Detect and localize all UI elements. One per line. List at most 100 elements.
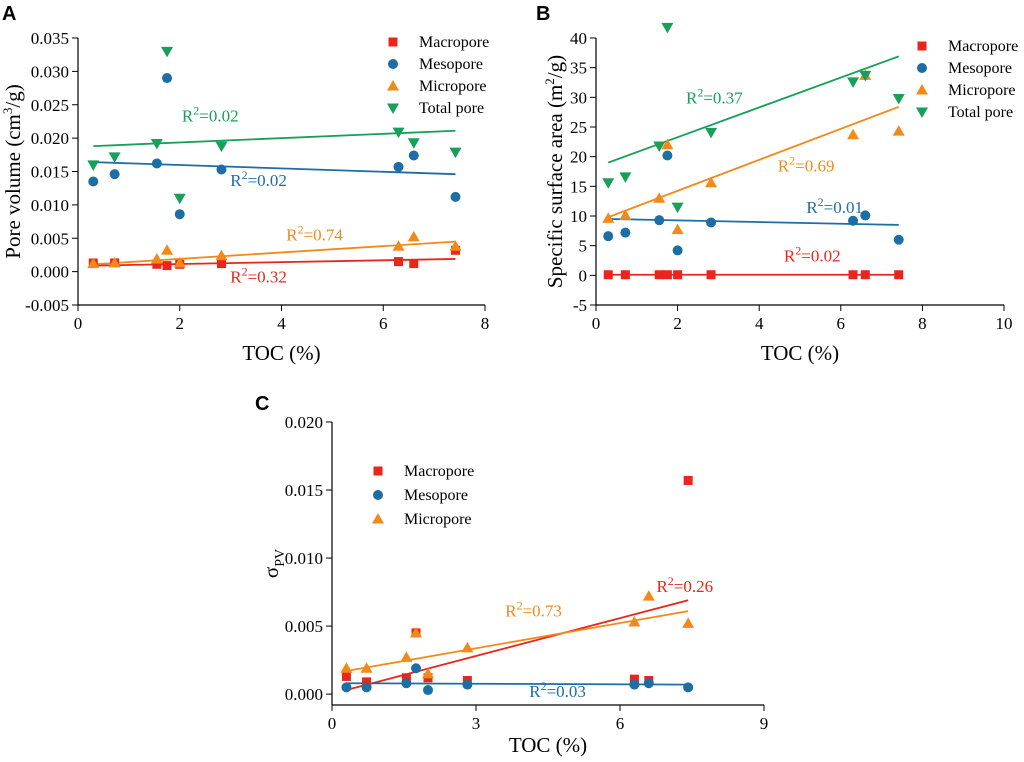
data-point — [216, 259, 226, 269]
r2-label-macropore: R2=0.32 — [230, 264, 287, 286]
data-point — [162, 261, 172, 271]
data-point — [215, 141, 228, 153]
x-tick-label: 9 — [760, 714, 769, 733]
data-point — [602, 178, 615, 189]
data-point — [173, 193, 186, 205]
data-point — [151, 158, 162, 169]
data-point — [409, 259, 419, 269]
r2-label-micropore: R2=0.73 — [505, 599, 562, 621]
data-point — [462, 679, 473, 690]
series-mesopore — [603, 150, 904, 256]
y-tick-label: 30 — [570, 88, 587, 107]
legend-label-macropore: Macropore — [948, 38, 1018, 55]
y-tick-label: 0.000 — [31, 263, 69, 282]
legend-marker-mesopore — [373, 490, 383, 500]
data-point — [893, 234, 904, 245]
y-tick-label: 25 — [570, 118, 587, 137]
data-point — [602, 212, 615, 223]
data-point — [108, 152, 121, 163]
fit-line-micropore — [346, 610, 689, 672]
data-point — [654, 270, 664, 280]
data-point — [620, 227, 631, 238]
series-macropore — [341, 476, 693, 687]
data-point — [341, 682, 352, 693]
x-tick-label: 3 — [472, 714, 481, 733]
data-point — [892, 94, 905, 105]
data-point — [108, 256, 121, 268]
x-axis-title: TOC (%) — [761, 341, 839, 365]
data-point — [706, 217, 717, 228]
y-tick-label: 0.035 — [31, 29, 69, 48]
legend-label-micropore: Micropore — [404, 511, 472, 528]
data-point — [152, 259, 162, 269]
data-point — [860, 210, 871, 221]
data-point — [450, 191, 461, 202]
series-total-pore — [87, 46, 462, 205]
data-point — [449, 240, 462, 251]
data-point — [150, 252, 163, 264]
x-tick-label: 6 — [379, 314, 388, 333]
data-point — [461, 641, 474, 653]
r2-label-macropore: R2=0.02 — [784, 244, 841, 266]
panel-letter-a: A — [2, 3, 16, 25]
y-tick-label: 0.025 — [31, 96, 69, 115]
y-tick-label: 0.020 — [31, 129, 69, 148]
legend-marker-mesopore — [917, 63, 927, 73]
y-axis-title: Specific surface area (m2/g) — [542, 55, 567, 288]
data-point — [449, 147, 462, 159]
chart-specific-surface-area: 0 2 4 6 8 10 -5 0 5 10 15 20 25 30 35 40 TOC (%) Specific… — [542, 22, 1018, 365]
data-point — [161, 46, 174, 58]
legend-marker-macropore — [388, 37, 398, 47]
legend: Macropore Mesopore Micropore — [372, 463, 474, 528]
axes: 0 2 4 6 8 -0.005 0.000 0.005 0.010 0.015 0.020 0.02… — [25, 29, 489, 333]
data-point — [894, 270, 904, 280]
x-tick-label: 2 — [176, 314, 185, 333]
y-tick-label: 0 — [579, 266, 588, 285]
data-point — [400, 651, 413, 662]
data-point — [410, 626, 422, 638]
data-point — [847, 128, 860, 140]
data-point — [642, 590, 655, 601]
legend: Macropore Mesopore Micropore Total pore — [387, 34, 489, 117]
data-point — [603, 270, 613, 280]
data-point — [423, 685, 433, 696]
panel-letter-b: B — [536, 3, 550, 25]
legend-label-micropore: Micropore — [948, 82, 1016, 99]
data-point — [422, 667, 434, 679]
data-point — [174, 209, 185, 220]
x-tick-label: 2 — [673, 314, 682, 333]
data-point — [662, 270, 672, 280]
data-point — [848, 215, 859, 226]
y-tick-label: 0.005 — [285, 617, 323, 636]
data-point — [859, 70, 872, 82]
data-point — [628, 616, 641, 627]
data-point — [706, 270, 716, 280]
r2-label-total-pore: R2=0.02 — [182, 103, 239, 125]
y-tick-label: 0.005 — [31, 229, 69, 248]
r2-label-mesopore: R2=0.02 — [230, 168, 287, 190]
data-point — [847, 77, 860, 88]
axes: 0 3 6 9 0.000 0.005 0.010 0.015 0.020 — [285, 413, 769, 733]
data-point — [672, 245, 683, 256]
y-tick-label: 0.010 — [285, 549, 323, 568]
series-mesopore — [341, 663, 694, 696]
y-tick-label: 5 — [579, 237, 588, 256]
legend-label-macropore: Macropore — [404, 463, 474, 480]
data-point — [360, 662, 373, 673]
data-point — [860, 270, 870, 280]
data-point — [87, 257, 100, 269]
x-tick-label: 0 — [74, 314, 83, 333]
axes: 0 2 4 6 8 10 -5 0 5 10 15 20 25 30 35 40 — [570, 29, 1013, 333]
data-point — [654, 215, 665, 226]
r2-label-mesopore: R2=0.01 — [806, 195, 863, 217]
data-point — [401, 678, 412, 689]
data-point — [341, 671, 351, 681]
legend-label-mesopore: Mesopore — [419, 56, 483, 73]
series-micropore — [87, 230, 462, 269]
series-macropore — [603, 270, 904, 280]
series-total-pore — [602, 22, 905, 214]
x-tick-label: 10 — [996, 314, 1013, 333]
x-tick-label: 0 — [328, 714, 337, 733]
data-point — [392, 127, 405, 139]
y-tick-label: -5 — [573, 296, 587, 315]
